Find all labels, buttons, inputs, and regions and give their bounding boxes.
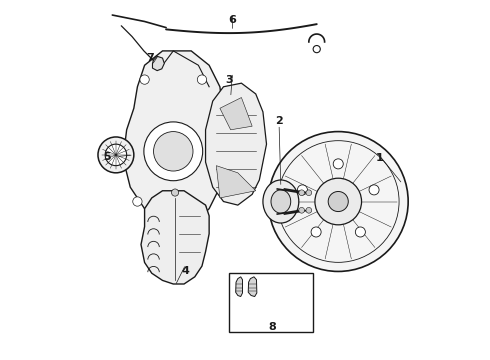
Circle shape — [98, 137, 134, 173]
Text: 3: 3 — [225, 75, 233, 85]
Circle shape — [197, 75, 207, 84]
Text: 8: 8 — [268, 322, 276, 332]
Circle shape — [328, 192, 348, 212]
Bar — [229, 273, 313, 332]
Ellipse shape — [263, 180, 299, 223]
Circle shape — [333, 159, 343, 169]
Circle shape — [369, 185, 379, 195]
Polygon shape — [141, 191, 209, 284]
Polygon shape — [220, 98, 252, 130]
Circle shape — [299, 190, 304, 195]
Text: 1: 1 — [376, 153, 383, 163]
Circle shape — [105, 144, 126, 166]
Circle shape — [269, 132, 408, 271]
Circle shape — [140, 75, 149, 84]
Text: 4: 4 — [182, 266, 190, 276]
Circle shape — [311, 227, 321, 237]
Polygon shape — [216, 166, 256, 198]
Circle shape — [299, 207, 304, 213]
Polygon shape — [152, 56, 164, 71]
Text: 5: 5 — [103, 152, 111, 162]
Circle shape — [197, 204, 207, 213]
Polygon shape — [248, 277, 257, 297]
Circle shape — [153, 132, 193, 171]
Circle shape — [315, 178, 362, 225]
Circle shape — [306, 190, 312, 195]
Text: 2: 2 — [275, 116, 283, 126]
Text: 6: 6 — [228, 15, 236, 26]
Circle shape — [172, 189, 179, 196]
Circle shape — [144, 122, 203, 181]
Polygon shape — [236, 277, 243, 297]
Circle shape — [133, 197, 142, 206]
Polygon shape — [205, 83, 267, 205]
Polygon shape — [123, 51, 223, 230]
Circle shape — [355, 227, 366, 237]
Text: 7: 7 — [146, 53, 154, 63]
Circle shape — [306, 207, 312, 213]
Ellipse shape — [271, 190, 291, 213]
Circle shape — [297, 185, 307, 195]
